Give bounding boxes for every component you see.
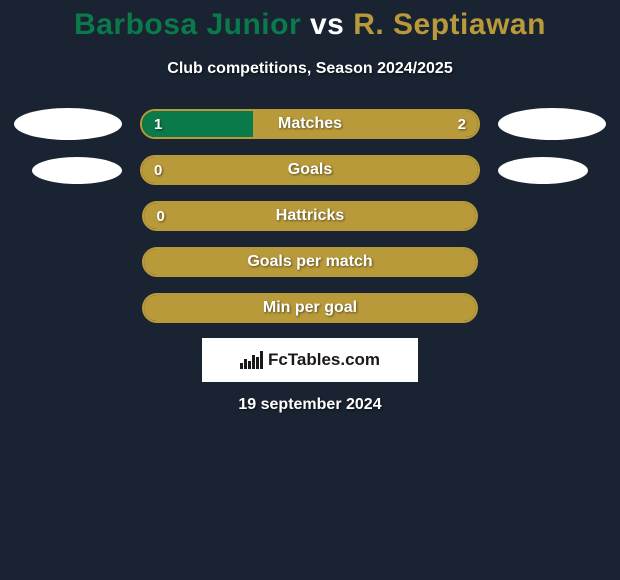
brand-text: FcTables.com xyxy=(268,350,380,370)
brand-chart-icon xyxy=(240,351,263,369)
player1-avatar-oval xyxy=(14,108,122,140)
player2-avatar-oval xyxy=(498,157,588,184)
stat-row: 0 Goals xyxy=(0,154,620,186)
stat-label: Min per goal xyxy=(263,299,357,317)
stat-bar: 0 Goals xyxy=(140,155,480,185)
stat-label: Goals per match xyxy=(247,253,372,271)
vs-text: vs xyxy=(310,8,344,41)
player2-name: R. Septiawan xyxy=(353,8,546,41)
stat-label: Matches xyxy=(278,115,342,133)
stats-chart: 1 2 Matches 0 Goals 0 Hattricks Goals per match… xyxy=(0,108,620,324)
date-label: 19 september 2024 xyxy=(0,396,620,414)
stat-bar: Goals per match xyxy=(142,247,477,277)
comparison-card: Barbosa Junior vs R. Septiawan Club comp… xyxy=(0,0,620,414)
player1-name: Barbosa Junior xyxy=(74,8,301,41)
stat-value-player1: 0 xyxy=(154,162,162,179)
stat-row: 1 2 Matches xyxy=(0,108,620,140)
stat-value-player2: 2 xyxy=(458,116,466,133)
stat-value-player1: 0 xyxy=(156,208,164,225)
player2-avatar-oval xyxy=(498,108,606,140)
stat-row: Min per goal xyxy=(0,292,620,324)
stat-bar: 1 2 Matches xyxy=(140,109,480,139)
stat-bar: 0 Hattricks xyxy=(142,201,477,231)
stat-bar: Min per goal xyxy=(142,293,477,323)
brand-box[interactable]: FcTables.com xyxy=(202,338,418,382)
stat-label: Goals xyxy=(288,161,332,179)
stat-row: 0 Hattricks xyxy=(0,200,620,232)
stat-row: Goals per match xyxy=(0,246,620,278)
stat-value-player1: 1 xyxy=(154,116,162,133)
subtitle: Club competitions, Season 2024/2025 xyxy=(0,60,620,78)
stat-label: Hattricks xyxy=(276,207,344,225)
player1-avatar-oval xyxy=(32,157,122,184)
page-title: Barbosa Junior vs R. Septiawan xyxy=(0,8,620,42)
